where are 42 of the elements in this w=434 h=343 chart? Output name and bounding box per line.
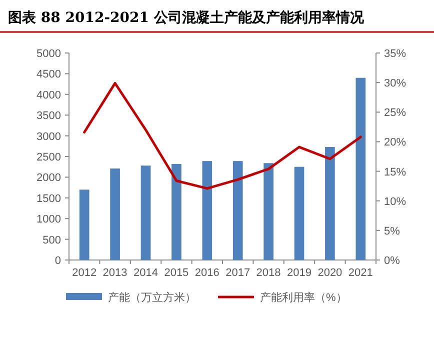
y2-tick-label: 20% [384,136,406,149]
bar [202,161,212,260]
x-tick-label: 2014 [134,267,158,279]
bar [79,190,90,260]
y2-tick-label: 15% [384,166,406,178]
x-tick-label: 2021 [348,267,373,279]
y-tick-label: 1500 [36,192,61,205]
x-tick-label: 2018 [256,267,281,279]
bar [140,166,151,260]
bar [294,166,304,260]
x-tick-label: 2015 [164,267,189,279]
bar [325,146,335,260]
bar [172,164,182,260]
x-tick-label: 2017 [226,267,250,279]
x-tick-label: 2020 [318,267,342,279]
y-tick-label: 4000 [36,89,61,102]
y-tick-label: 500 [42,234,61,246]
y-tick-label: 2000 [36,172,61,184]
y2-tick-label: 25% [384,107,406,120]
bar [356,78,366,260]
y-tick-label: 4500 [36,68,61,81]
x-tick-label: 2012 [72,267,97,279]
x-tick-label: 2013 [102,267,128,279]
y2-tick-label: 0% [384,255,400,267]
y-tick-label: 2500 [36,152,61,164]
y-tick-label: 1000 [36,214,61,226]
legend-label: 产能（万立方米） [108,291,196,304]
x-tick-label: 2016 [194,267,220,279]
x-tick-label: 2019 [287,267,312,279]
y-tick-label: 3500 [36,110,61,122]
y-tick-label: 5000 [36,48,61,60]
y2-tick-label: 10% [384,196,406,208]
y2-tick-label: 5% [384,225,400,238]
chart-title: 图表 88 2012-2021 公司混凝土产能及产能利用率情况 [8,9,365,26]
y-tick-label: 0 [54,255,61,267]
legend-label: 产能利用率（%） [260,291,347,304]
y2-tick-label: 30% [384,78,406,90]
bar [232,161,243,260]
bar [110,168,120,260]
bar [264,163,274,260]
y2-tick-label: 35% [384,48,406,60]
y-tick-label: 3000 [36,130,61,143]
